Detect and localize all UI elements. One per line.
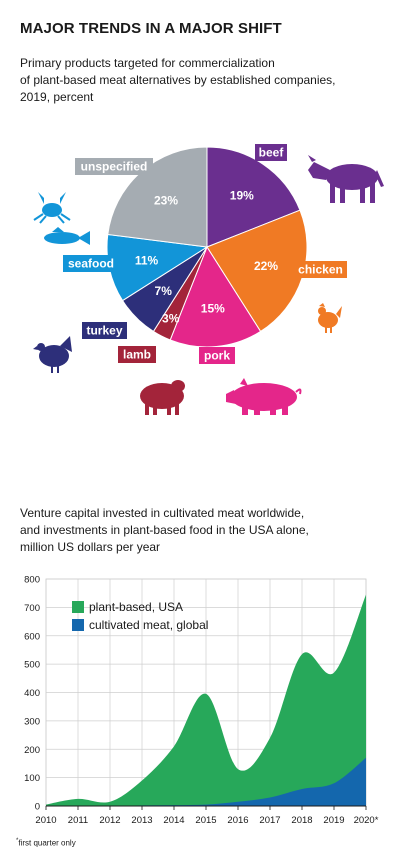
- pie-subtitle-line-2: of plant-based meat alternatives by esta…: [20, 73, 336, 87]
- pie-tag-bg-turkey: [82, 322, 127, 339]
- area-subtitle-line-3: million US dollars per year: [20, 540, 161, 554]
- x-tick-label: 2015: [195, 815, 216, 826]
- legend-item-plant-based: plant-based, USA: [72, 598, 208, 616]
- pie-tag-beef: beef: [259, 146, 285, 160]
- pie-value-beef: 19%: [230, 189, 254, 203]
- cow-icon: [308, 155, 384, 203]
- pie-value-pork: 15%: [201, 302, 225, 316]
- x-tick-label: 2013: [131, 815, 152, 826]
- legend-swatch-cultivated: [72, 619, 84, 631]
- x-tick-label: 2012: [99, 815, 120, 826]
- area-legend: plant-based, USA cultivated meat, global: [72, 598, 208, 634]
- x-tick-label: 2019: [323, 815, 344, 826]
- footnote: *first quarter only: [16, 838, 76, 848]
- footnote-mark: *: [16, 838, 19, 844]
- x-tick-label: 2018: [291, 815, 312, 826]
- animal-icons: [33, 155, 384, 415]
- pie-slice-pork: [169, 245, 262, 348]
- pie-tag-bg-chicken: [294, 261, 347, 278]
- pie-tag-pork: pork: [204, 349, 230, 363]
- x-tick-label: 2011: [68, 815, 88, 826]
- x-tick-label: 2010: [35, 815, 56, 826]
- legend-label-cultivated: cultivated meat, global: [89, 618, 209, 632]
- pie-tag-lamb: lamb: [123, 348, 151, 362]
- pie-value-seafood: 11%: [135, 254, 159, 268]
- turkey-icon: [33, 336, 72, 373]
- area-axes: 0 100 200 300 400 500 600 700 800 2010 2011 2012 201…: [24, 575, 379, 827]
- pie-value-chicken: 22%: [254, 259, 278, 273]
- y-tick-label: 500: [24, 660, 40, 671]
- crab-and-fish-icon: [33, 192, 90, 245]
- y-tick-label: 100: [24, 773, 40, 784]
- x-tick-label: 2017: [259, 815, 280, 826]
- legend-item-cultivated: cultivated meat, global: [72, 616, 208, 634]
- pie-value-turkey: 7%: [155, 284, 173, 298]
- pig-icon: [226, 378, 302, 415]
- pie-subtitle-line-1: Primary products targeted for commercial…: [20, 56, 275, 70]
- pie-tag-bg-pork: [199, 347, 235, 364]
- y-tick-label: 200: [24, 745, 40, 756]
- pie-chart: 19% 22% 15% 3% 7% 11% 23% beef chicken pork lambt…: [33, 144, 384, 415]
- pie-subtitle-line-3: 2019, percent: [20, 90, 94, 104]
- x-tick-label: 2020*: [354, 815, 379, 826]
- y-tick-label: 800: [24, 575, 40, 586]
- pie-tag-bg-beef: [255, 144, 287, 161]
- area-series-cultivated: [46, 757, 366, 806]
- pie-value-labels: 19% 22% 15% 3% 7% 11% 23%: [135, 189, 279, 326]
- footnote-text: first quarter only: [18, 838, 76, 848]
- area-series-plant-based: [46, 594, 366, 806]
- y-tick-label: 400: [24, 688, 40, 699]
- pie-slice-beef: [206, 146, 301, 248]
- area-series: [46, 594, 366, 806]
- pie-slices: [106, 146, 308, 348]
- y-tick-label: 0: [35, 802, 40, 813]
- y-tick-label: 700: [24, 603, 40, 614]
- pie-tag-turkey: turkey: [86, 324, 122, 338]
- page-title: MAJOR TRENDS IN A MAJOR SHIFT: [20, 20, 282, 37]
- chicken-icon: [318, 303, 342, 333]
- pie-value-lamb: 3%: [162, 311, 180, 325]
- pie-tag-seafood: seafood: [68, 257, 114, 271]
- area-subtitle-line-1: Venture capital invested in cultivated m…: [20, 506, 305, 520]
- pie-value-unspecified: 23%: [154, 194, 178, 208]
- area-subtitle-line-2: and investments in plant-based food in t…: [20, 523, 309, 537]
- pie-tag-bg-unspecified: [75, 158, 153, 175]
- y-tick-label: 300: [24, 716, 40, 727]
- pie-tag-bg-seafood: [63, 255, 119, 272]
- pie-tag-unspecified: unspecified: [81, 160, 148, 174]
- pie-tag-chicken: chicken: [298, 263, 343, 277]
- x-tick-label: 2014: [163, 815, 184, 826]
- y-tick-label: 600: [24, 631, 40, 642]
- sheep-icon: [140, 380, 185, 415]
- pie-subtitle: Primary products targeted for commercial…: [20, 55, 400, 106]
- legend-label-plant-based: plant-based, USA: [89, 600, 184, 614]
- area-subtitle: Venture capital invested in cultivated m…: [20, 505, 400, 556]
- x-tick-label: 2016: [227, 815, 248, 826]
- pie-tag-bg-lamb: [118, 346, 156, 363]
- legend-swatch-plant-based: [72, 601, 84, 613]
